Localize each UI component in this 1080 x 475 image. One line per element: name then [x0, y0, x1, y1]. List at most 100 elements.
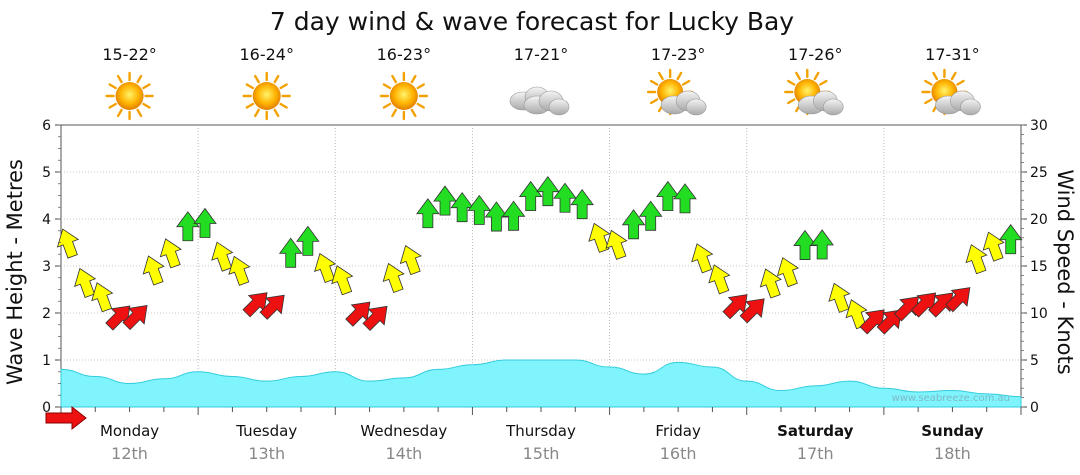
wind-arrow: [91, 282, 114, 313]
wind-arrow: [638, 200, 663, 231]
current-wind-marker: [45, 405, 87, 431]
day-name-label: Friday: [655, 422, 701, 440]
wind-arrow: [708, 264, 731, 295]
y-axis-right: 0 5 10 15 20 25 30: [1021, 118, 1048, 416]
day-temp-label: 16-23°: [377, 45, 432, 64]
y-tick-left: 3: [42, 259, 51, 275]
y-tick-right: 5: [1030, 353, 1039, 369]
partly-cloudy-icon: [784, 68, 844, 116]
chart-title: 7 day wind & wave forecast for Lucky Bay: [270, 7, 794, 36]
wind-arrow: [965, 244, 988, 275]
day-date-label: 16th: [660, 444, 697, 463]
wind-arrow: [399, 244, 422, 276]
wind-arrow: [362, 305, 388, 332]
wind-arrow: [759, 268, 782, 299]
y-tick-right: 20: [1030, 212, 1048, 228]
day-name-label: Saturday: [777, 422, 854, 440]
wind-arrow: [570, 189, 594, 220]
wind-arrow: [467, 194, 492, 225]
day-name-label: Tuesday: [235, 422, 297, 440]
cloud-icon: [509, 86, 570, 116]
wind-arrow: [74, 267, 97, 298]
wind-arrow: [810, 229, 834, 260]
wind-arrow: [518, 180, 543, 212]
wind-arrow: [259, 294, 285, 320]
wind-arrow: [433, 185, 457, 216]
wind-arrow: [331, 265, 354, 296]
wind-arrow: [998, 224, 1023, 255]
day-date-label: 18th: [934, 444, 971, 463]
wind-arrow: [945, 287, 971, 313]
day-name-label: Monday: [100, 422, 159, 440]
wind-arrow: [176, 211, 200, 242]
wind-arrow: [656, 180, 680, 212]
y-axis-left: 0 1 2 3 4 5 6: [42, 118, 1022, 416]
y-axis-right-label: Wind Speed - Knots: [1053, 169, 1077, 374]
wind-arrow: [501, 200, 526, 231]
wind-arrow: [211, 241, 234, 272]
wind-arrow: [56, 228, 80, 259]
wind-arrow: [739, 298, 765, 324]
y-tick-left: 4: [42, 212, 51, 228]
wind-arrow: [859, 309, 885, 335]
wind-arrow: [142, 255, 165, 286]
y-axis-left-label: Wave Height - Metres: [3, 159, 27, 385]
day-temp-label: 17-31°: [925, 45, 980, 64]
wind-arrows: [56, 176, 1023, 335]
day-temp-label: 16-24°: [239, 45, 294, 64]
wind-arrow: [450, 191, 474, 223]
wind-arrow: [484, 201, 509, 232]
wave-height-area: [60, 359, 1022, 408]
y-tick-left: 6: [42, 118, 51, 134]
wind-arrow: [193, 207, 217, 238]
day-temp-label: 17-26°: [788, 45, 843, 64]
wind-arrow: [105, 305, 131, 331]
partly-cloudy-icon: [646, 68, 707, 116]
day-date-label: 13th: [248, 444, 285, 463]
day-date-label: 15th: [523, 444, 560, 463]
sun-icon: [105, 71, 154, 121]
x-axis-days: Monday 12th Tuesday 13th Wednesday 14th Thursd…: [100, 422, 984, 463]
wind-arrow: [793, 229, 817, 260]
wind-arrow: [605, 229, 628, 260]
day-name-label: Thursday: [505, 422, 576, 440]
day-date-label: 12th: [111, 444, 148, 463]
watermark: www.seabreeze.com.au: [892, 393, 1010, 404]
daily-weather: 15-22° 16-24° 16-23° 17-21° 17-23° 17-26° 17-3…: [102, 45, 981, 121]
wind-arrow: [536, 176, 560, 207]
y-tick-left: 1: [42, 353, 51, 369]
wind-arrow: [691, 243, 714, 274]
wind-arrow: [673, 183, 697, 214]
y-tick-left: 2: [42, 306, 51, 322]
wind-arrow: [722, 294, 748, 320]
wind-arrow: [278, 237, 303, 268]
day-date-label: 17th: [797, 444, 834, 463]
sun-icon: [242, 71, 291, 121]
wind-arrow: [296, 225, 320, 256]
y-tick-right: 30: [1030, 118, 1048, 134]
wave-area: [60, 359, 1022, 408]
day-name-label: Sunday: [921, 422, 984, 440]
wind-arrow: [828, 282, 851, 313]
wind-arrow: [621, 209, 646, 240]
wind-arrow: [553, 182, 577, 213]
wind-arrow: [159, 238, 182, 269]
y-tick-right: 10: [1030, 306, 1048, 322]
wind-arrow: [776, 257, 800, 288]
day-date-label: 14th: [385, 444, 422, 463]
day-temp-label: 15-22°: [102, 45, 157, 64]
wind-arrow: [242, 292, 268, 318]
day-temp-label: 17-23°: [651, 45, 706, 64]
wind-arrow: [982, 231, 1005, 262]
y-tick-right: 15: [1030, 259, 1048, 275]
y-tick-left: 0: [42, 400, 51, 416]
wind-arrow: [382, 262, 405, 294]
sun-icon: [379, 71, 429, 121]
day-name-label: Wednesday: [360, 422, 447, 440]
day-temp-label: 17-21°: [514, 45, 569, 64]
y-tick-right: 0: [1030, 400, 1039, 416]
wind-arrow: [122, 305, 148, 331]
wind-arrow: [416, 198, 440, 229]
wind-arrow: [345, 301, 371, 327]
